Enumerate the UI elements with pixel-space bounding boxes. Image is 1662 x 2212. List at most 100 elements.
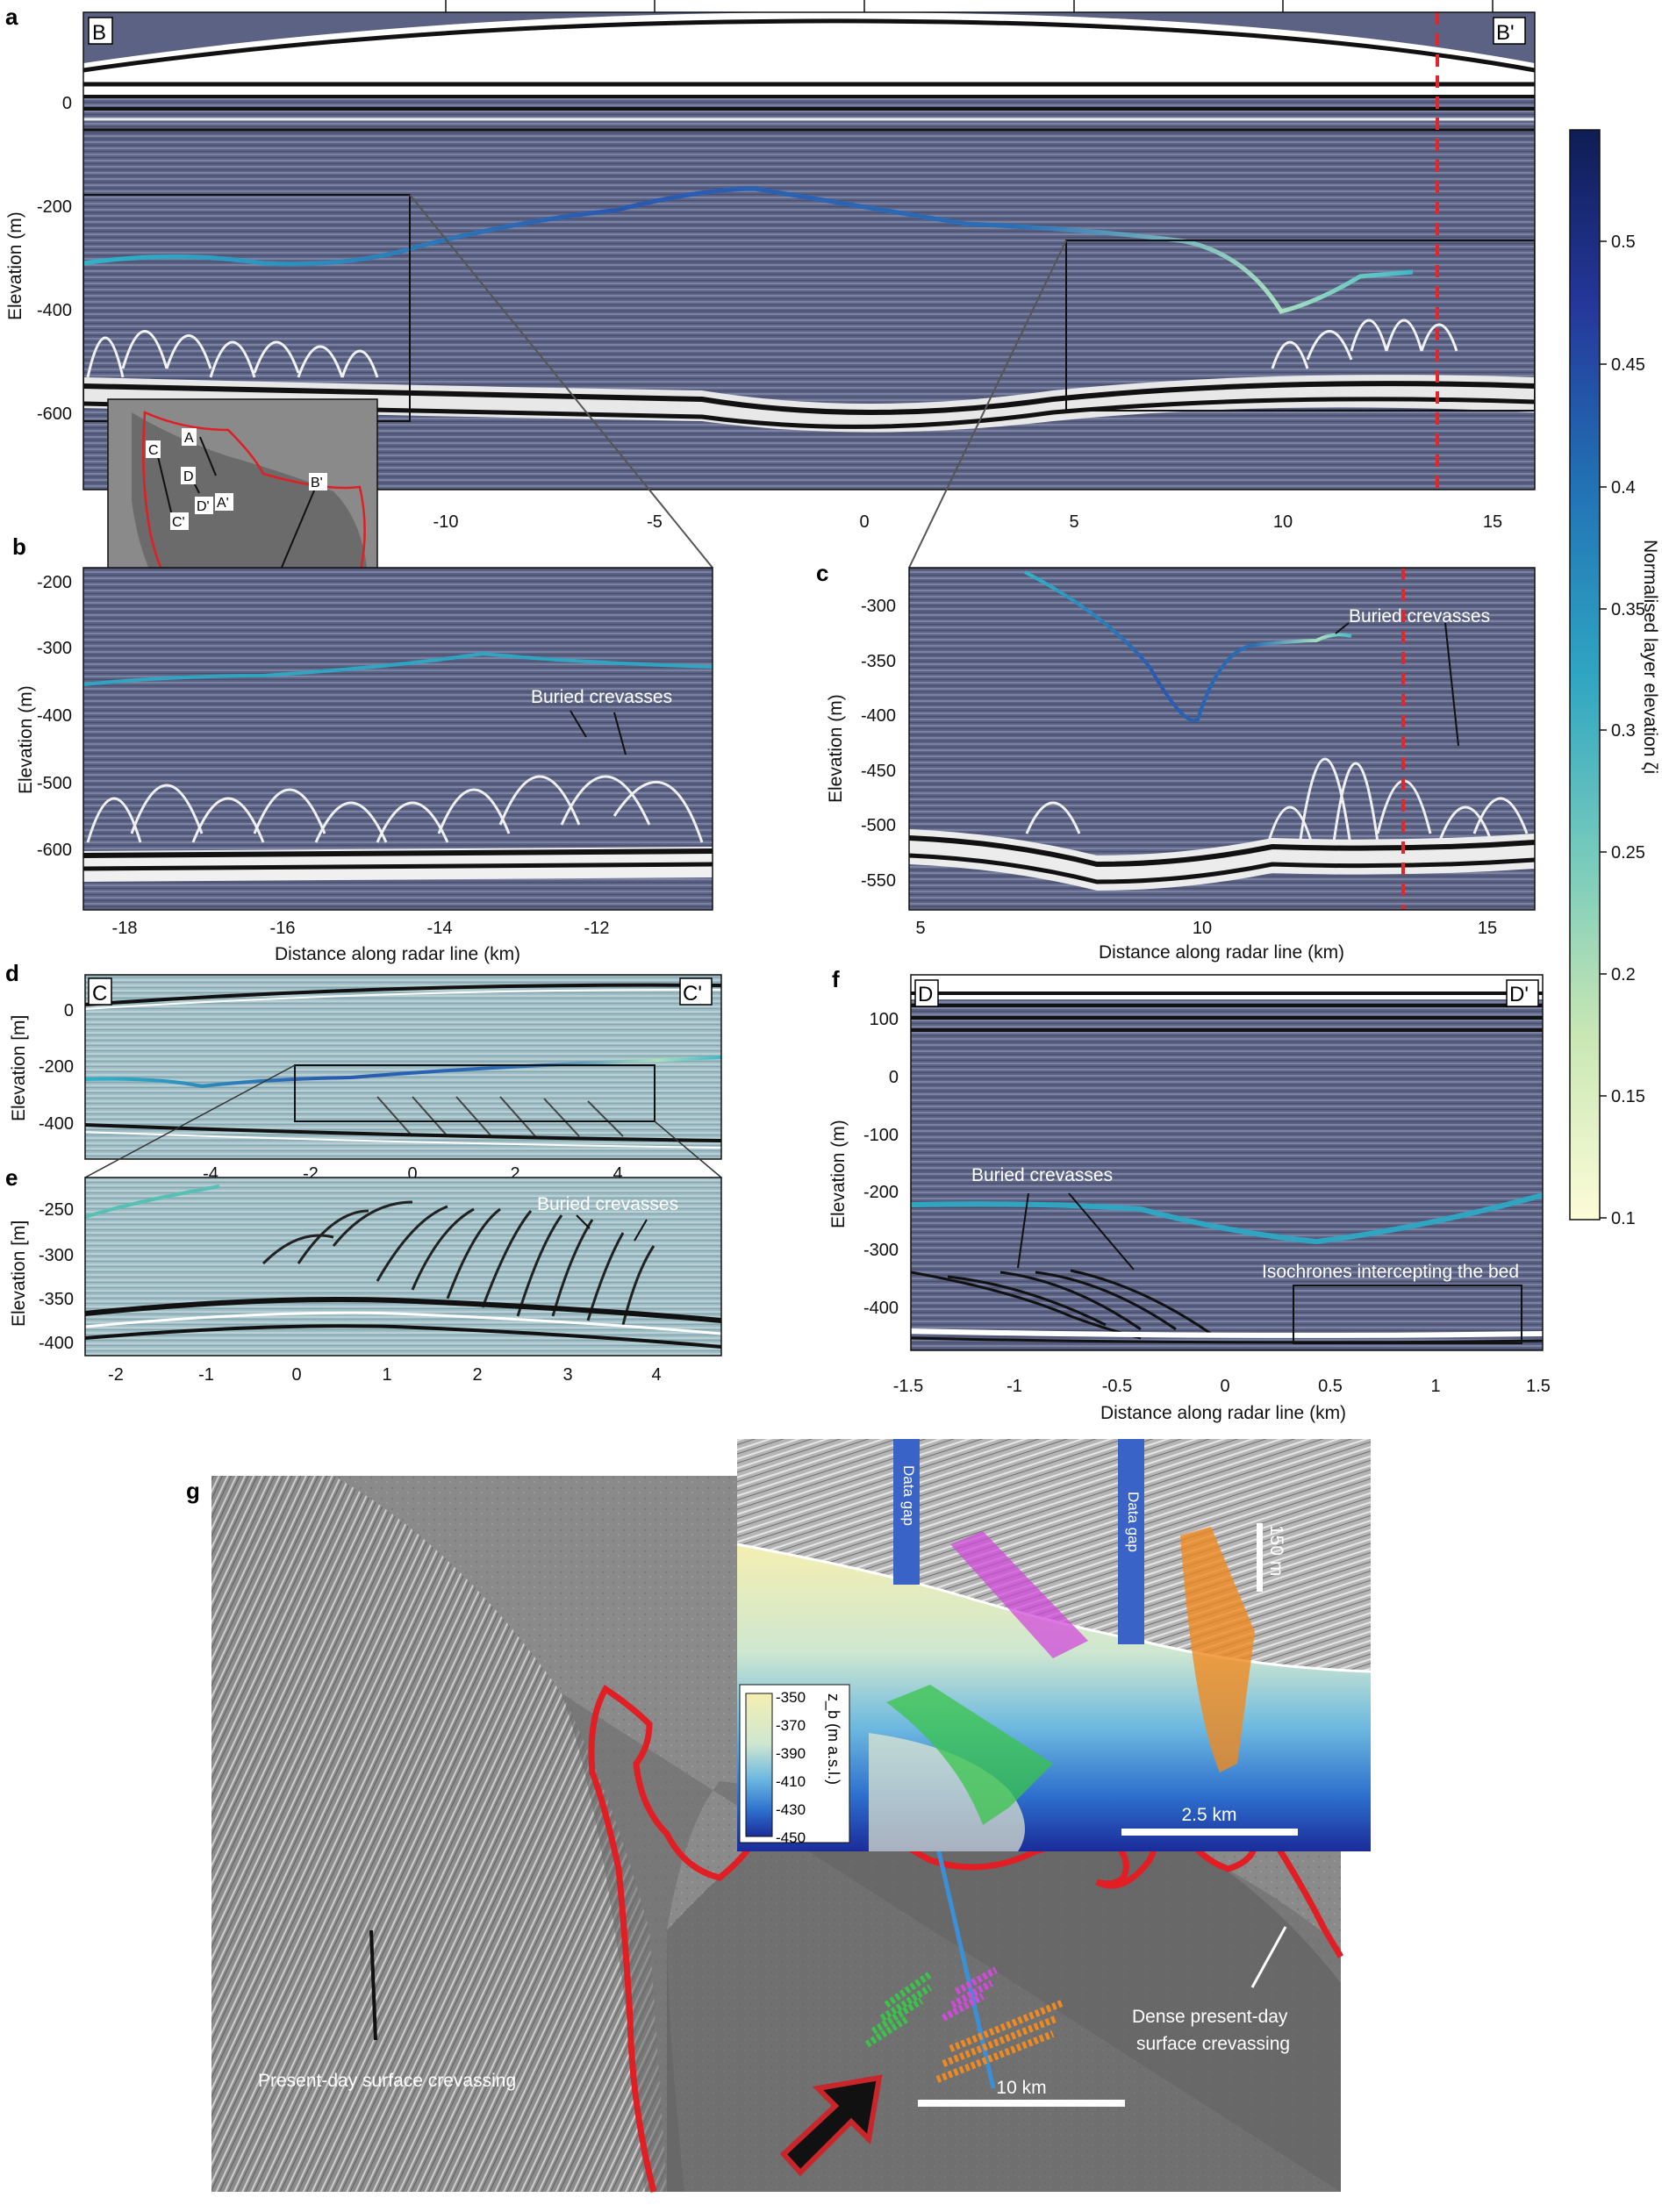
corner-box-b-prime <box>1493 17 1526 45</box>
data-gap-1-label: Data gap <box>900 1465 917 1526</box>
tick: 0.15 <box>1611 1087 1645 1106</box>
tick: -300 <box>863 1241 899 1260</box>
panel-g: g Present-day surfac <box>186 1439 1372 2193</box>
panel-a-xaxis: -10 -5 0 5 10 15 <box>433 512 1503 532</box>
tick: 10 <box>1193 919 1212 938</box>
panel-b-xaxis: -18 -16 -14 -12 Distance along radar lin… <box>112 919 610 964</box>
tick: 0 <box>62 94 72 113</box>
flow-direction-arrow <box>779 2074 883 2177</box>
tick: -5 <box>647 512 663 532</box>
tick: -1 <box>1007 1377 1022 1396</box>
map-inset-labels: A A' B B' C C' D D' <box>146 428 327 645</box>
tick: 4 <box>651 1365 661 1385</box>
corner-label-b: B <box>92 21 106 45</box>
tick: -410 <box>776 1773 806 1790</box>
panel-e-ylabel: Elevation [m] <box>9 1221 29 1327</box>
tick: 0.35 <box>1611 600 1645 619</box>
colorbar-label: Normalised layer elevation ζi <box>1640 540 1660 774</box>
tick: -400 <box>37 706 72 726</box>
tick: 1.5 <box>1526 1377 1551 1396</box>
map-label-a-prime: A' <box>217 496 229 511</box>
panel-c-xlabel: Distance along radar line (km) <box>1099 942 1344 963</box>
corner-label-b-prime: B' <box>1496 21 1515 45</box>
corner-box-b <box>88 17 113 45</box>
tick: 0.4 <box>1611 478 1636 498</box>
tick: -600 <box>37 404 72 424</box>
tick: 0.45 <box>1611 355 1645 375</box>
panel-f-annotation-isochrones: Isochrones intercepting the bed <box>1262 1262 1519 1282</box>
zb-colorbar-gradient <box>745 1693 773 1837</box>
tick: 10 <box>1273 512 1293 532</box>
tick: -200 <box>37 197 72 217</box>
scale-bar-150m-label: 150 m <box>1266 1525 1286 1576</box>
panel-b-annotation: Buried crevasses <box>531 687 672 707</box>
tick: 15 <box>1478 919 1497 938</box>
tick: 1 <box>382 1365 391 1385</box>
panel-c: c Buried crevasses -300 -350 -400 -450 - <box>816 560 1536 963</box>
panel-f-yaxis: 100 0 -100 -200 -300 -400 Elevation (m) <box>828 1010 899 1318</box>
panel-f: f D D' Buried cr <box>828 966 1551 1423</box>
tick: -400 <box>861 706 896 726</box>
tick: -500 <box>37 774 72 793</box>
panel-d-label: d <box>5 960 19 986</box>
tick: -500 <box>861 816 896 835</box>
tick: 2 <box>510 1164 519 1184</box>
tick: 0.5 <box>1611 233 1636 252</box>
panel-c-xaxis: 5 10 15 Distance along radar line (km) <box>915 919 1497 963</box>
zb-colorbar-ticks: -350 -370 -390 -410 -430 -450 <box>776 1689 806 1846</box>
panel-a-ylabel: Elevation (m) <box>5 211 25 320</box>
panel-e-annotation: Buried crevasses <box>537 1194 678 1214</box>
panel-b: b Buried crevasses -200 -300 -400 -500 <box>12 533 713 964</box>
tick: 100 <box>870 1010 899 1029</box>
corner-label-d: D <box>918 983 933 1006</box>
tick: -200 <box>37 573 72 592</box>
tick: 0.3 <box>1611 721 1636 741</box>
panel-d: d C C' 0 -200 -400 Elevation [m] - <box>5 960 722 1184</box>
tick: -350 <box>776 1689 806 1706</box>
panel-c-yaxis: -300 -350 -400 -450 -500 -550 Elevation … <box>826 597 896 891</box>
panel-c-label: c <box>816 560 828 586</box>
dense-crevassing-line2: surface crevassing <box>1136 2034 1290 2054</box>
panel-d-yaxis: 0 -200 -400 Elevation [m] <box>9 1001 74 1134</box>
dense-crevassing-line1: Dense present-day <box>1132 2007 1288 2027</box>
panel-c-annotation: Buried crevasses <box>1349 606 1490 626</box>
corner-label-c-prime: C' <box>683 982 702 1006</box>
tick: -450 <box>776 1829 806 1846</box>
tick: -2 <box>108 1365 124 1385</box>
tick: 0 <box>407 1164 417 1184</box>
scale-bar-150m <box>1257 1523 1263 1592</box>
panel-a-label: a <box>5 4 18 30</box>
tick: -400 <box>39 1114 74 1134</box>
tick: -300 <box>39 1246 74 1265</box>
data-gap-2 <box>1118 1439 1144 1644</box>
panel-g-label: g <box>186 1478 200 1504</box>
data-gap-1 <box>893 1439 920 1585</box>
panel-d-ylabel: Elevation [m] <box>9 1015 29 1121</box>
panel-e-yaxis: -250 -300 -350 -400 Elevation [m] <box>9 1200 74 1353</box>
panel-a-yaxis: 0 -200 -400 -600 Elevation (m) <box>5 94 72 424</box>
scale-bar-2-5km <box>1121 1829 1298 1836</box>
panel-b-xlabel: Distance along radar line (km) <box>275 944 520 964</box>
tick: 15 <box>1483 512 1502 532</box>
tick: -390 <box>776 1745 806 1762</box>
panel-b-yaxis: -200 -300 -400 -500 -600 Elevation (m) <box>16 573 72 860</box>
surface-crevassing-label: Present-day surface crevassing <box>258 2071 516 2091</box>
map-label-c: C <box>148 443 159 458</box>
tick: -200 <box>39 1057 74 1077</box>
tick: -300 <box>37 639 72 658</box>
tick: -10 <box>433 512 459 532</box>
tick: 2 <box>472 1365 482 1385</box>
magenta-crevasse-volume <box>950 1531 1088 1658</box>
green-crevasse-volume <box>886 1685 1053 1825</box>
panel-b-ylabel: Elevation (m) <box>16 685 36 794</box>
map-label-d-prime: D' <box>197 499 210 514</box>
tick: -350 <box>861 652 896 671</box>
panel-b-label: b <box>12 533 26 560</box>
tick: 0 <box>64 1001 74 1020</box>
tick: -14 <box>427 919 453 938</box>
panel-f-annotation-crevasses: Buried crevasses <box>971 1165 1113 1185</box>
tick: 0.1 <box>1611 1209 1636 1228</box>
colorbar-ticks: 0.5 0.45 0.4 0.35 0.3 0.25 0.2 0.15 0.1 <box>1611 233 1645 1228</box>
panel-e: e Buried crevasses -250 -300 -350 - <box>5 1164 722 1385</box>
